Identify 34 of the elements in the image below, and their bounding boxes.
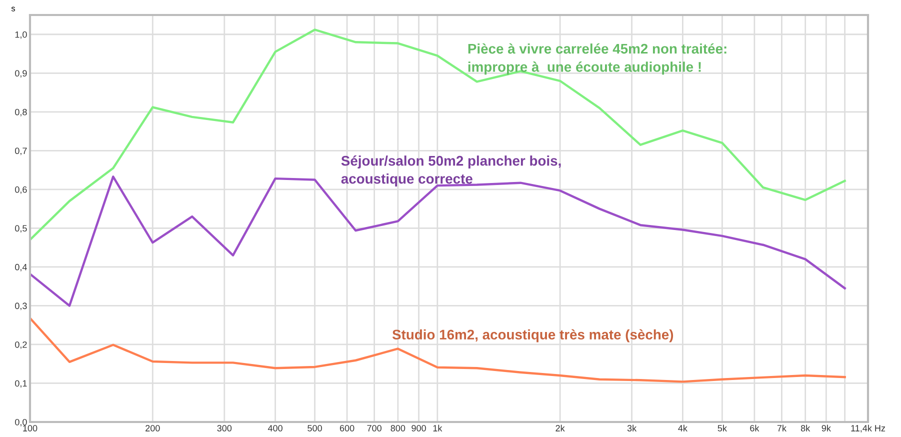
y-tick-label: 0,3	[15, 302, 27, 310]
y-tick-label: 0,2	[15, 341, 27, 349]
series-label: Séjour/salon 50m2 plancher bois, acoustique correcte	[341, 155, 561, 186]
x-tick-label: 2k	[556, 424, 565, 432]
x-tick-label: 1k	[433, 424, 442, 432]
y-tick-label: 1,0	[15, 31, 27, 39]
y-tick-label: 0,6	[15, 186, 27, 194]
x-tick-label: 700	[367, 425, 382, 432]
x-tick-label: 300	[217, 425, 232, 432]
y-tick-label: 0,7	[15, 148, 27, 156]
series-label: Studio 16m2, acoustique très mate (sèche)	[392, 329, 674, 342]
x-tick-label: 500	[308, 425, 322, 432]
x-tick-label: 5k	[718, 424, 727, 432]
x-tick-label: 900	[412, 425, 426, 432]
y-tick-label: 0,5	[15, 225, 27, 233]
y-tick-label: 0,0	[15, 418, 27, 426]
x-tick-label: 6k	[750, 424, 760, 432]
x-tick-label: 3k	[627, 424, 637, 432]
y-tick-label: 0,8	[15, 108, 27, 116]
x-tick-label: 400	[268, 425, 282, 432]
x-tick-label: 4k	[678, 424, 688, 432]
y-tick-label: 0,4	[15, 264, 27, 272]
y-tick-label: 0,1	[15, 380, 27, 388]
x-tick-label: 8k	[800, 424, 810, 432]
x-tick-label: 7k	[777, 424, 786, 432]
y-tick-label: 0,9	[15, 70, 27, 78]
series-label: Pièce à vivre carrelée 45m2 non traitée: impropre à une écoute audiophile !	[468, 43, 726, 75]
x-tick-label: 200	[146, 425, 160, 432]
x-tick-label: 100	[23, 425, 38, 432]
x-tick-label: 800	[390, 425, 406, 432]
y-axis-title: s	[11, 6, 16, 12]
x-tick-label: 9k	[822, 424, 831, 432]
x-tick-label: 600	[340, 425, 354, 432]
x-tick-label: 11,4k Hz	[851, 424, 886, 432]
